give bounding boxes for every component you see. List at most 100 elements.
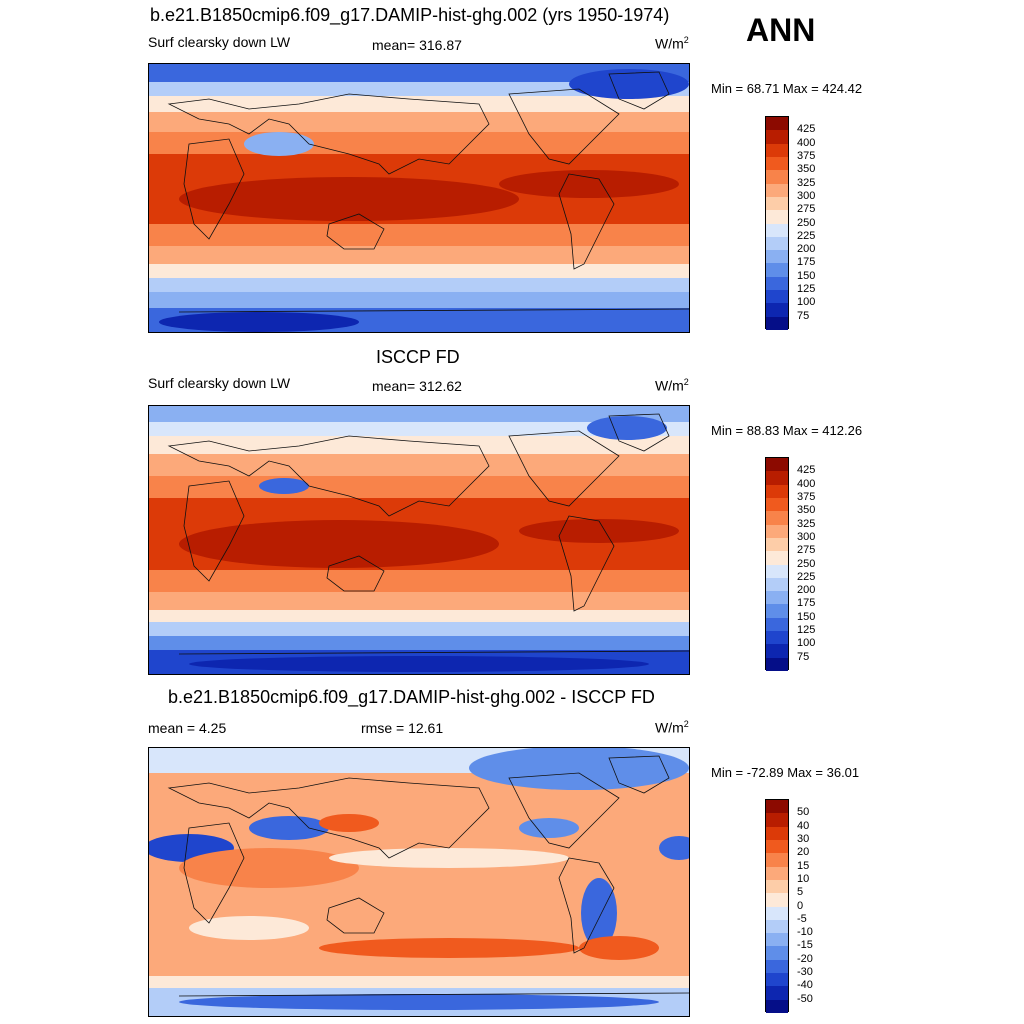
colorbar-tick-label: 75	[797, 650, 810, 663]
colorbar-segment	[766, 617, 788, 632]
colorbar-tick-label: 225	[797, 570, 816, 583]
colorbar-segment	[766, 117, 788, 131]
colorbar-segment	[766, 879, 788, 894]
colorbar-segment	[766, 143, 788, 157]
panel3-colorbar	[765, 799, 789, 1013]
colorbar-tick-label: 100	[797, 637, 816, 650]
colorbar-segment	[766, 826, 788, 840]
colorbar-segment	[766, 196, 788, 211]
colorbar-tick-label: 375	[797, 490, 816, 503]
panel2-map	[148, 405, 690, 675]
colorbar-tick-label: 350	[797, 163, 816, 176]
colorbar-tick-label: 125	[797, 624, 816, 637]
colorbar-tick-label: 50	[797, 806, 810, 819]
panel2-units: W/m2	[655, 377, 689, 394]
colorbar-segment	[766, 250, 788, 264]
colorbar-tick-label: 40	[797, 819, 810, 832]
colorbar-segment	[766, 290, 788, 304]
panel2-minmax: Min = 88.83 Max = 412.26	[711, 423, 863, 438]
panel1-mean-label: mean= 316.87	[372, 37, 462, 53]
colorbar-tick-label: 400	[797, 477, 816, 490]
colorbar-segment	[766, 591, 788, 605]
colorbar-tick-label: -40	[797, 979, 813, 992]
panel3-units: W/m2	[655, 719, 689, 736]
colorbar-segment	[766, 604, 788, 618]
colorbar-segment	[766, 458, 788, 472]
colorbar-segment	[766, 800, 788, 814]
colorbar-segment	[766, 551, 788, 565]
colorbar-tick-label: 100	[797, 296, 816, 309]
colorbar-tick-label: 150	[797, 269, 816, 282]
panel3-map	[148, 747, 690, 1017]
colorbar-segment	[766, 471, 788, 485]
colorbar-segment	[766, 631, 788, 645]
colorbar-segment	[766, 537, 788, 552]
colorbar-segment	[766, 577, 788, 592]
panel2-map-field	[149, 406, 689, 674]
panel3-map-field	[149, 748, 689, 1016]
colorbar-segment	[766, 959, 788, 974]
panel1-variable-label: Surf clearsky down LW	[148, 34, 291, 50]
colorbar-tick-label: 225	[797, 229, 816, 242]
colorbar-tick-label: -5	[797, 912, 807, 925]
colorbar-tick-label: 425	[797, 464, 816, 477]
colorbar-tick-label: 200	[797, 584, 816, 597]
panel1-title: b.e21.B1850cmip6.f09_g17.DAMIP-hist-ghg.…	[150, 5, 670, 25]
panel2-colorbar	[765, 457, 789, 671]
colorbar-tick-label: 5	[797, 886, 804, 899]
colorbar-tick-label: 10	[797, 872, 810, 885]
season-label: ANN	[746, 12, 816, 48]
colorbar-segment	[766, 986, 788, 1000]
colorbar-tick-label: 325	[797, 176, 816, 189]
colorbar-segment	[766, 524, 788, 538]
colorbar-tick-label: -15	[797, 939, 813, 952]
colorbar-tick-label: 250	[797, 557, 816, 570]
panel3-minmax: Min = -72.89 Max = 36.01	[711, 765, 860, 780]
colorbar-segment	[766, 484, 788, 498]
panel2-title: ISCCP FD	[376, 347, 460, 367]
colorbar-segment	[766, 210, 788, 224]
colorbar-segment	[766, 316, 788, 330]
colorbar-segment	[766, 170, 788, 184]
panel1-map-field	[149, 64, 689, 332]
colorbar-tick-label: 175	[797, 256, 816, 269]
colorbar-tick-label: 125	[797, 283, 816, 296]
colorbar-segment	[766, 839, 788, 854]
colorbar-tick-label: 150	[797, 610, 816, 623]
colorbar-segment	[766, 999, 788, 1013]
colorbar-tick-label: 350	[797, 504, 816, 517]
panel2-mean-label: mean= 312.62	[372, 378, 462, 394]
colorbar-segment	[766, 919, 788, 934]
colorbar-tick-label: 275	[797, 544, 816, 557]
panel1-units: W/m2	[655, 35, 689, 52]
colorbar-segment	[766, 223, 788, 237]
colorbar-segment	[766, 276, 788, 291]
colorbar-segment	[766, 236, 788, 251]
colorbar-tick-label: 20	[797, 846, 810, 859]
colorbar-tick-label: 425	[797, 123, 816, 136]
colorbar-tick-label: -10	[797, 926, 813, 939]
colorbar-segment	[766, 644, 788, 658]
colorbar-segment	[766, 130, 788, 144]
colorbar-segment	[766, 657, 788, 671]
colorbar-segment	[766, 497, 788, 512]
panel3-rmse-label: rmse = 12.61	[361, 720, 444, 736]
colorbar-tick-label: -50	[797, 992, 813, 1005]
colorbar-segment	[766, 906, 788, 920]
colorbar-tick-label: 30	[797, 832, 810, 845]
colorbar-tick-label: 175	[797, 597, 816, 610]
colorbar-tick-label: 275	[797, 203, 816, 216]
colorbar-tick-label: 300	[797, 189, 816, 202]
colorbar-tick-label: 75	[797, 309, 810, 322]
colorbar-segment	[766, 263, 788, 277]
colorbar-segment	[766, 853, 788, 867]
panel2-variable-label: Surf clearsky down LW	[148, 375, 291, 391]
colorbar-segment	[766, 946, 788, 960]
colorbar-tick-label: -30	[797, 966, 813, 979]
panel1-minmax: Min = 68.71 Max = 424.42	[711, 81, 863, 96]
colorbar-tick-label: 0	[797, 899, 804, 912]
colorbar-segment	[766, 511, 788, 525]
colorbar-segment	[766, 303, 788, 317]
colorbar-segment	[766, 866, 788, 880]
panel3-title: b.e21.B1850cmip6.f09_g17.DAMIP-hist-ghg.…	[168, 687, 655, 707]
